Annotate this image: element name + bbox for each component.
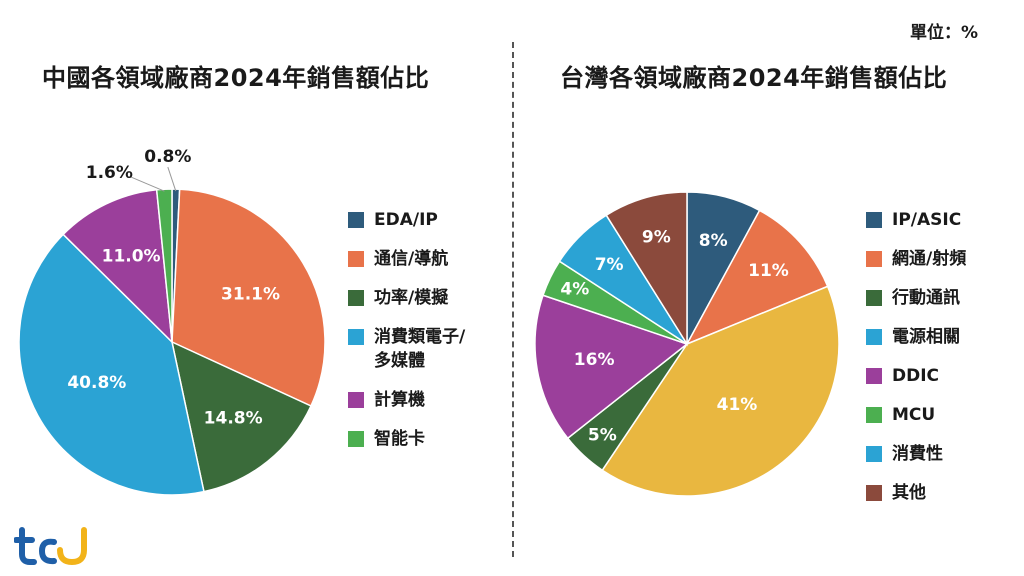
taiwan-legend-item: 消費性 — [866, 442, 966, 466]
taiwan-data-label-others: 9% — [642, 227, 671, 247]
taiwan-legend-label: DDIC — [892, 366, 940, 386]
taiwan-legend-swatch — [866, 290, 882, 306]
china-legend-item: 智能卡 — [348, 427, 465, 451]
tcd-logo-icon — [14, 527, 87, 566]
china-legend-label: EDA/IP — [374, 210, 438, 230]
chart-title-taiwan: 台灣各領域廠商2024年銷售額佔比 — [560, 64, 948, 92]
taiwan-legend-swatch — [866, 212, 882, 228]
china-slice-computer — [62, 188, 173, 344]
taiwan-data-label-netcom-rf: 11% — [748, 261, 789, 281]
china-data-label-eda-ip: 0.8% — [144, 147, 191, 167]
taiwan-slice-consumer — [601, 285, 840, 497]
taiwan-data-label-mobile-comm: 5% — [588, 425, 617, 445]
china-slice-consumer-multimedia — [18, 233, 205, 496]
taiwan-legend-item: 網通/射頻 — [866, 247, 966, 271]
chart-title-china: 中國各領域廠商2024年銷售額佔比 — [42, 64, 430, 92]
china-legend-item: 計算機 — [348, 388, 465, 412]
unit-label: 單位：% — [909, 23, 978, 43]
taiwan-legend-label: IP/ASIC — [892, 210, 962, 230]
taiwan-slice-netcom-rf — [685, 209, 829, 346]
taiwan-legend-label: 電源相關 — [892, 327, 960, 347]
taiwan-legend-item: DDIC — [866, 364, 966, 388]
taiwan-legend-label: MCU — [892, 405, 936, 425]
china-data-label-consumer-multimedia: 40.8% — [67, 373, 126, 393]
taiwan-data-label-consumer: 41% — [717, 395, 758, 415]
china-legend-item: 消費類電子/ 多媒體 — [348, 325, 465, 373]
china-slice-power-analog — [170, 340, 312, 493]
taiwan-legend-item: 電源相關 — [866, 325, 966, 349]
china-legend-item: EDA/IP — [348, 208, 465, 232]
taiwan-legend-label: 行動通訊 — [892, 288, 960, 308]
dashed-divider — [512, 42, 514, 557]
china-legend-label: 智能卡 — [374, 429, 425, 449]
china-legend-swatch — [348, 431, 364, 447]
china-legend-swatch — [348, 329, 364, 345]
legend-china: EDA/IP 通信/導航功率/模擬消費類電子/ 多媒體計算機智能卡 — [348, 208, 465, 466]
china-legend-label: 功率/模擬 — [374, 288, 449, 308]
china-data-label-computer: 11.0% — [102, 246, 161, 266]
taiwan-legend-swatch — [866, 368, 882, 384]
taiwan-legend-label: 其他 — [892, 483, 926, 503]
china-legend-swatch — [348, 212, 364, 228]
taiwan-data-label-power: 7% — [595, 255, 624, 275]
taiwan-legend-item: 行動通訊 — [866, 286, 966, 310]
taiwan-legend-swatch — [866, 446, 882, 462]
taiwan-legend-item: IP/ASIC — [866, 208, 966, 232]
china-legend-label: 通信/導航 — [374, 249, 449, 269]
china-slice-telecom-nav — [171, 188, 326, 407]
taiwan-slice-ddic — [534, 294, 689, 440]
taiwan-legend-swatch — [866, 251, 882, 267]
china-legend-swatch — [348, 251, 364, 267]
taiwan-data-label-mcu: 4% — [560, 280, 589, 300]
china-slice-smartcard — [155, 188, 173, 343]
china-data-label-power-analog: 14.8% — [204, 408, 263, 428]
china-legend-swatch — [348, 290, 364, 306]
taiwan-data-label-ip-asic: 8% — [699, 231, 728, 251]
taiwan-legend-item: 其他 — [866, 481, 966, 505]
taiwan-legend-swatch — [866, 407, 882, 423]
china-data-label-telecom-nav: 31.1% — [221, 284, 280, 304]
china-legend-label: 計算機 — [374, 390, 425, 410]
china-legend-label: 消費類電子/ 多媒體 — [374, 327, 466, 371]
taiwan-data-label-ddic: 16% — [574, 350, 615, 370]
taiwan-legend-item: MCU — [866, 403, 966, 427]
china-data-label-smartcard: 1.6% — [86, 163, 133, 183]
taiwan-legend-swatch — [866, 329, 882, 345]
china-leader-line-smartcard — [131, 176, 165, 192]
china-legend-swatch — [348, 392, 364, 408]
legend-taiwan: IP/ASIC 網通/射頻行動通訊電源相關 DDIC MCU 消費性其他 — [866, 208, 966, 520]
china-legend-item: 功率/模擬 — [348, 286, 465, 310]
taiwan-legend-swatch — [866, 485, 882, 501]
taiwan-slice-others — [605, 191, 688, 347]
china-legend-item: 通信/導航 — [348, 247, 465, 271]
taiwan-legend-label: 消費性 — [892, 444, 943, 464]
taiwan-legend-label: 網通/射頻 — [892, 249, 967, 269]
china-leader-line-eda-ip — [167, 166, 177, 192]
